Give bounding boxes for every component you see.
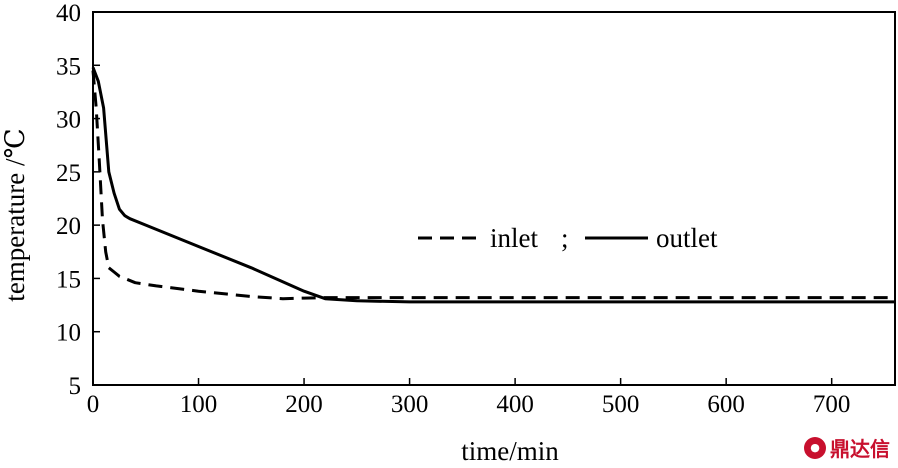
x-tick-label: 300 (391, 391, 429, 418)
y-tick-label: 5 (69, 373, 82, 400)
brand-logo-icon: ● (804, 436, 826, 459)
y-tick-label: 35 (56, 53, 81, 80)
x-tick-label: 100 (180, 391, 218, 418)
plot-frame (92, 11, 896, 386)
legend-label-outlet: outlet (656, 223, 718, 253)
x-tick-label: 400 (496, 391, 534, 418)
series-layer (91, 66, 895, 304)
legend-label-inlet: inlet (490, 223, 538, 253)
y-tick-label: 20 (56, 213, 81, 240)
legend-separator: ; (561, 223, 569, 253)
x-tick-label: 500 (602, 391, 640, 418)
x-tick-label: 700 (813, 391, 851, 418)
y-tick-label: 25 (56, 160, 81, 187)
axes: 0 100 200 300 400 500 600 700 5 10 15 20 25 30 35 40 (56, 0, 896, 418)
legend: inlet; outlet (418, 223, 718, 253)
y-tick-label: 10 (56, 320, 81, 347)
series-line-outlet (91, 66, 895, 304)
series-line-inlet (91, 70, 895, 301)
watermark: ● 鼎达信 (804, 433, 890, 462)
x-tick-label: 0 (87, 391, 100, 418)
y-tick-label: 15 (56, 266, 81, 293)
y-axis-label: temperature /℃ (0, 128, 30, 301)
x-axis-label: time/min (461, 436, 559, 466)
watermark-text: 鼎达信 (830, 437, 890, 461)
y-tick-label: 30 (56, 107, 81, 134)
x-tick-label: 200 (285, 391, 323, 418)
x-tick-label: 600 (707, 391, 745, 418)
y-tick-label: 40 (56, 0, 81, 27)
